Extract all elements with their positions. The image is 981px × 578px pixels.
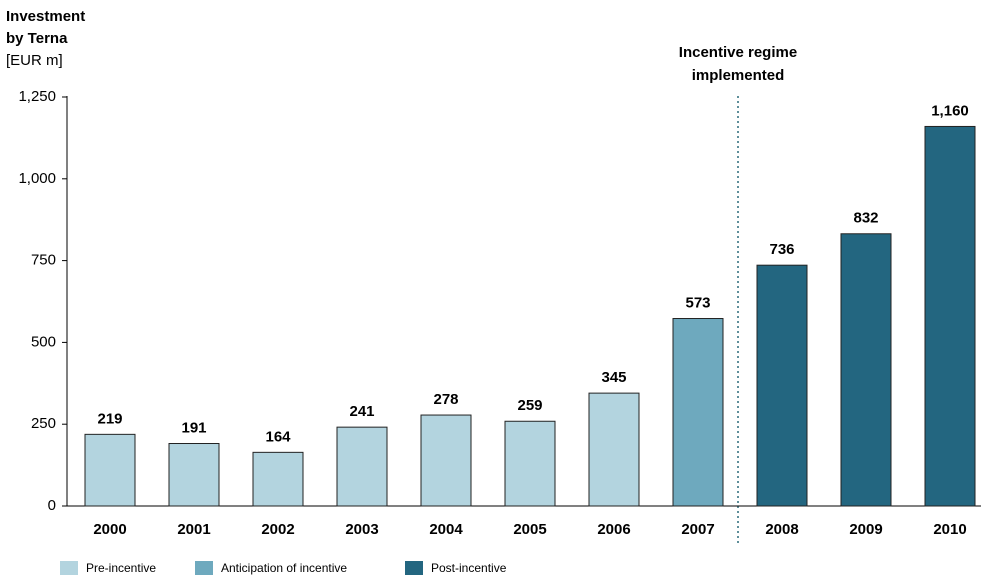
- legend-label: Post-incentive: [431, 561, 507, 575]
- legend-label: Anticipation of incentive: [221, 561, 347, 575]
- y-tick-label: 750: [31, 252, 56, 269]
- x-tick-label: 2001: [177, 521, 210, 538]
- value-label: 241: [349, 403, 374, 420]
- value-label: 259: [517, 397, 542, 414]
- y-tick-label: 1,000: [18, 170, 56, 187]
- y-tick-label: 250: [31, 415, 56, 432]
- value-label: 736: [769, 241, 794, 258]
- y-tick-label: 1,250: [18, 88, 56, 105]
- bar: [504, 420, 556, 507]
- x-tick-label: 2005: [513, 521, 546, 538]
- y-tick-label: 500: [31, 333, 56, 350]
- x-tick-label: 2009: [849, 521, 882, 538]
- legend-swatch: [195, 561, 213, 575]
- bar: [420, 414, 472, 507]
- y-tick-label: 0: [48, 497, 56, 514]
- bar: [84, 433, 136, 507]
- bar: [756, 264, 808, 507]
- value-label: 832: [853, 210, 878, 227]
- bar: [252, 451, 304, 507]
- x-tick-label: 2002: [261, 521, 294, 538]
- x-tick-label: 2010: [933, 521, 966, 538]
- value-label: 219: [97, 410, 122, 427]
- value-label: 573: [685, 294, 710, 311]
- value-label: 345: [601, 369, 626, 386]
- value-label: 164: [265, 428, 291, 445]
- bar: [588, 392, 640, 507]
- value-label: 1,160: [931, 102, 969, 119]
- bar: [840, 233, 892, 507]
- bar: [336, 426, 388, 507]
- legend-swatch: [60, 561, 78, 575]
- legend-label: Pre-incentive: [86, 561, 156, 575]
- value-label: 191: [181, 419, 206, 436]
- value-label: 278: [433, 391, 458, 408]
- x-tick-label: 2006: [597, 521, 630, 538]
- x-tick-label: 2004: [429, 521, 463, 538]
- bar: [168, 443, 220, 507]
- title-line: by Terna: [6, 30, 68, 47]
- bar: [672, 318, 724, 507]
- x-tick-label: 2008: [765, 521, 798, 538]
- unit-label: [EUR m]: [6, 52, 63, 69]
- title-line: Investment: [6, 8, 85, 25]
- annotation-line: implemented: [692, 67, 785, 84]
- bar: [924, 125, 976, 507]
- annotation-line: Incentive regime: [679, 44, 797, 61]
- legend-swatch: [405, 561, 423, 575]
- x-tick-label: 2003: [345, 521, 378, 538]
- x-tick-label: 2007: [681, 521, 714, 538]
- x-tick-label: 2000: [93, 521, 126, 538]
